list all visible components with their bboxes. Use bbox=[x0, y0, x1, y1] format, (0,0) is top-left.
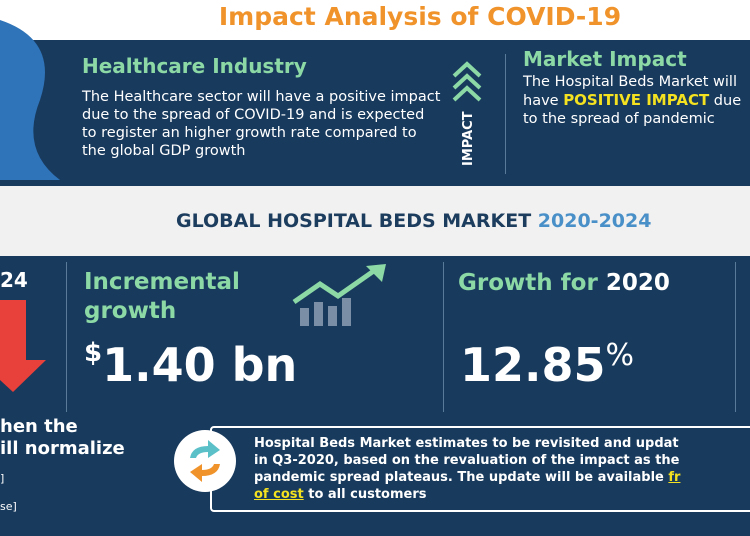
text: due to the spread of pandemic bbox=[523, 93, 742, 127]
note-line: pandemic spread plateaus. The update wil… bbox=[254, 470, 664, 485]
text: The Hospital Beds Market will have bbox=[523, 74, 737, 109]
market-body: The Hospital Beds Market will have POSIT… bbox=[523, 73, 750, 128]
text: 2020 bbox=[605, 270, 670, 296]
highlight: POSITIVE IMPACT bbox=[563, 91, 710, 109]
growth-heading: Growth for 2020 bbox=[458, 270, 670, 296]
text: 2020-2024 bbox=[537, 210, 652, 232]
title: Impact Analysis of COVID-19 bbox=[218, 2, 622, 31]
update-icon bbox=[174, 430, 236, 492]
text: GLOBAL HOSPITAL BEDS MARKET bbox=[176, 210, 532, 232]
note-text: Hospital Beds Market estimates to be rev… bbox=[254, 435, 750, 503]
swirl bbox=[0, 20, 60, 180]
impact-icon: IMPACT bbox=[452, 61, 482, 166]
growth-icon bbox=[292, 264, 386, 326]
growth-value: 12.85% bbox=[460, 338, 634, 392]
note-box: Hospital Beds Market estimates to be rev… bbox=[210, 426, 750, 512]
impact-label: IMPACT bbox=[461, 111, 476, 166]
left-line: ill normalize bbox=[0, 438, 125, 459]
note-line: Hospital Beds Market estimates to be rev… bbox=[254, 436, 679, 451]
left-note: ] bbox=[0, 472, 5, 485]
unit: % bbox=[605, 338, 635, 373]
market-heading: Market Impact bbox=[523, 47, 687, 71]
link[interactable]: fr bbox=[668, 470, 681, 485]
banner: GLOBAL HOSPITAL BEDS MARKET 2020-2024 bbox=[0, 186, 750, 256]
incremental-value: $1.40 bn bbox=[84, 338, 297, 392]
note-line: to all customers bbox=[308, 487, 427, 502]
currency: $ bbox=[84, 338, 103, 368]
note-line: in Q3-2020, based on the revaluation of … bbox=[254, 453, 680, 468]
down-arrow bbox=[0, 300, 46, 392]
left-year: 24 bbox=[0, 268, 28, 292]
incremental-heading: Incremental growth bbox=[84, 269, 240, 324]
left-line: hen the bbox=[0, 416, 78, 437]
healthcare-body: The Healthcare sector will have a positi… bbox=[82, 89, 441, 159]
divider bbox=[735, 262, 736, 412]
link[interactable]: of cost bbox=[254, 487, 304, 502]
value: 12.85 bbox=[460, 338, 606, 392]
divider bbox=[505, 54, 506, 174]
divider bbox=[66, 262, 67, 412]
title-box: Impact Analysis of COVID-19 bbox=[90, 0, 750, 38]
left-note: se] bbox=[0, 500, 17, 513]
text: Growth for bbox=[458, 270, 598, 296]
divider bbox=[443, 262, 444, 412]
value: 1.40 bn bbox=[102, 338, 298, 392]
banner-title: GLOBAL HOSPITAL BEDS MARKET 2020-2024 bbox=[176, 210, 651, 232]
healthcare-heading: Healthcare Industry bbox=[82, 54, 307, 78]
